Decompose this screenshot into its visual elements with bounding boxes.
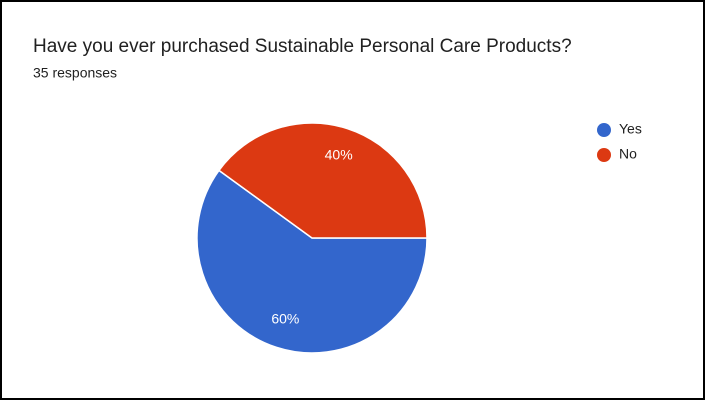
pie-slice <box>196 169 428 354</box>
legend-label: No <box>619 146 637 162</box>
legend-label: Yes <box>619 121 642 137</box>
legend-swatch <box>597 148 611 162</box>
slice-label: 40% <box>325 147 353 163</box>
slice-label: 60% <box>271 311 299 327</box>
pie-slice <box>217 122 428 239</box>
chart-subtitle: 35 responses <box>33 65 117 81</box>
legend-swatch <box>597 123 611 137</box>
chart-title: Have you ever purchased Sustainable Pers… <box>33 36 572 57</box>
